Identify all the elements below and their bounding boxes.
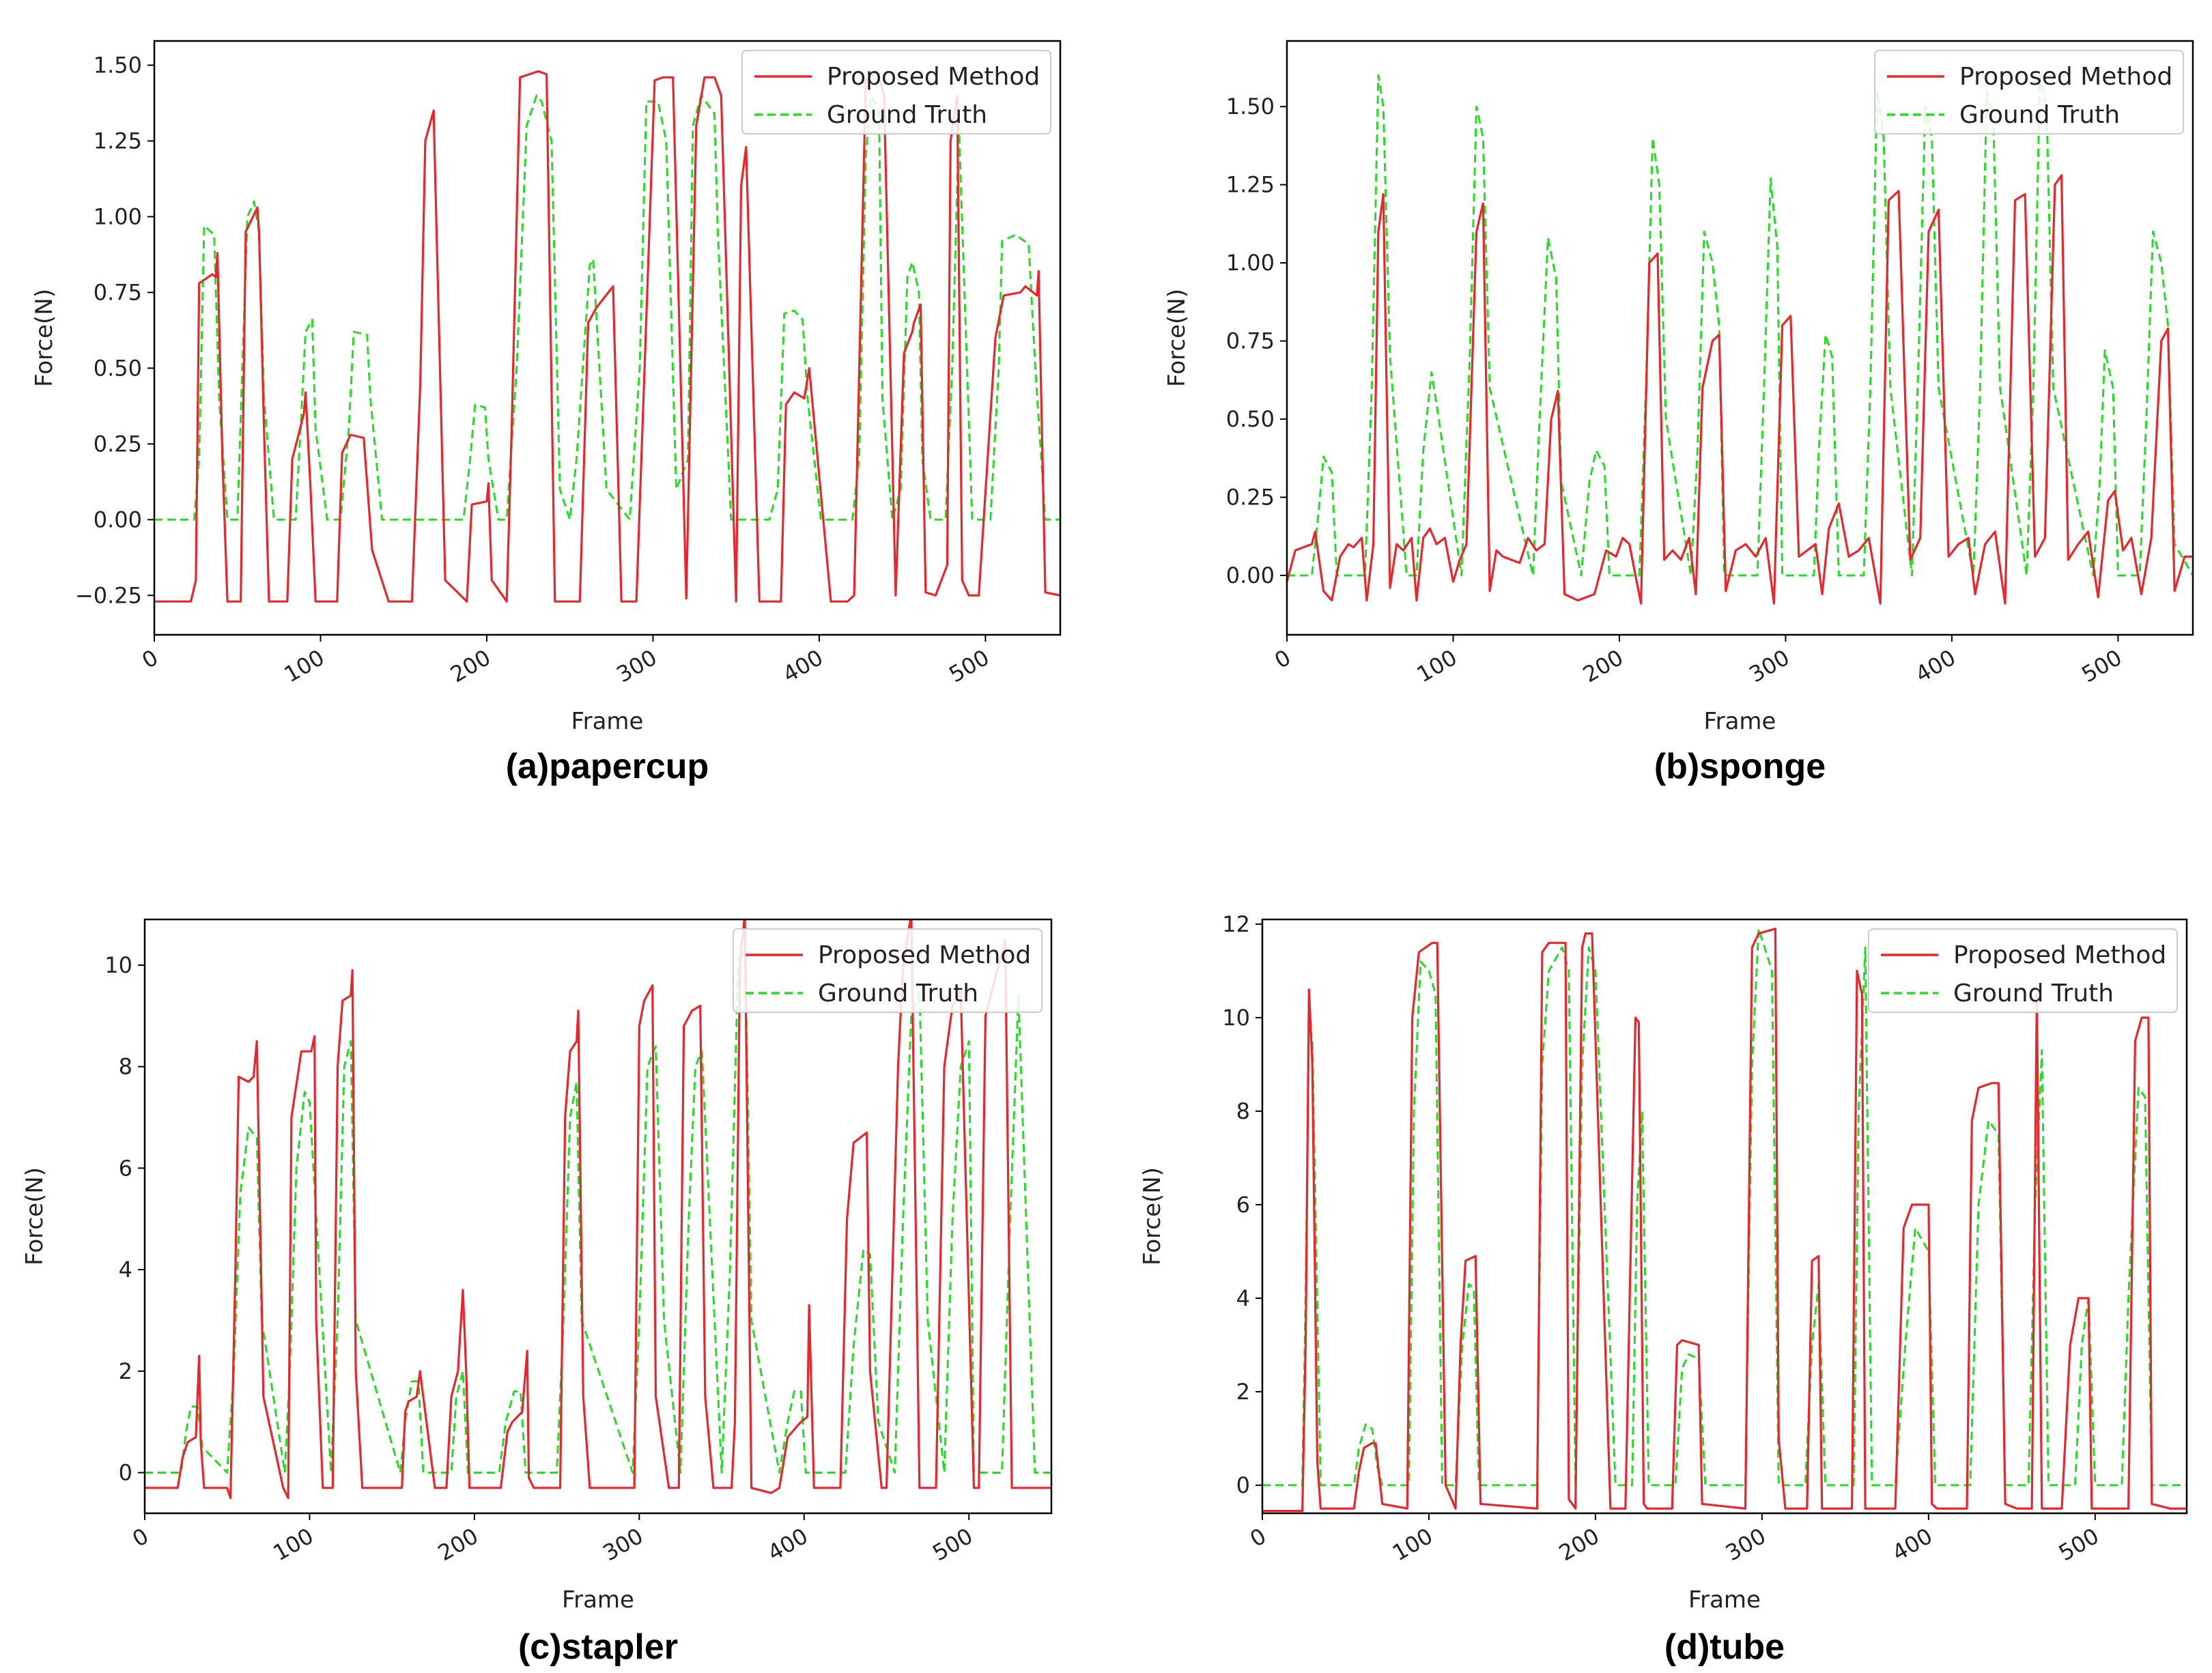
y-tick-label: 12 <box>1222 911 1250 937</box>
y-tick-label: 4 <box>1236 1285 1250 1311</box>
legend-label-proposed-method: Proposed Method <box>1953 941 2166 969</box>
x-tick-label: 100 <box>1413 644 1462 687</box>
y-tick-label: 0.75 <box>94 279 142 305</box>
y-tick-label: 6 <box>1236 1192 1250 1218</box>
x-tick-label: 200 <box>1578 644 1628 687</box>
series-line-ground-truth <box>145 919 1051 1474</box>
x-tick-label: 400 <box>778 644 827 687</box>
y-tick-label: 0.00 <box>94 506 142 532</box>
legend-label-ground-truth: Ground Truth <box>818 980 978 1007</box>
x-axis-label: Frame <box>1704 708 1776 735</box>
y-tick-label: 10 <box>104 952 132 978</box>
y-axis-label: Force(N) <box>1163 289 1191 387</box>
x-tick-label: 100 <box>1388 1523 1437 1566</box>
x-tick-label: 400 <box>763 1523 812 1566</box>
y-tick-label: 0 <box>119 1460 132 1486</box>
panel-caption: (d)tube <box>1664 1627 1785 1667</box>
y-axis-label: Force(N) <box>31 289 58 387</box>
x-tick-label: 500 <box>2054 1523 2103 1566</box>
x-tick-label: 500 <box>2078 644 2127 687</box>
x-tick-label: 0 <box>137 644 162 674</box>
y-tick-label: 1.50 <box>1226 94 1275 119</box>
panel-caption: (b)sponge <box>1654 747 1826 786</box>
plot-frame <box>1286 40 2194 636</box>
y-axis-label: Force(N) <box>21 1167 48 1266</box>
legend-label-proposed-method: Proposed Method <box>827 63 1040 91</box>
y-tick-label: 0.25 <box>1226 485 1275 511</box>
x-tick-label: 400 <box>1888 1523 1937 1566</box>
x-tick-label: 300 <box>598 1523 647 1566</box>
x-axis-label: Frame <box>1688 1586 1761 1614</box>
legend-label-ground-truth: Ground Truth <box>1953 980 2114 1007</box>
x-tick-label: 100 <box>269 1523 318 1566</box>
x-tick-label: 100 <box>280 644 329 687</box>
x-tick-label: 500 <box>928 1523 977 1566</box>
x-tick-label: 300 <box>1721 1523 1770 1566</box>
x-axis-label: Frame <box>562 1586 634 1614</box>
x-tick-label: 200 <box>434 1523 483 1566</box>
y-tick-label: 0.50 <box>94 355 142 381</box>
y-tick-label: 1.25 <box>1226 172 1275 198</box>
panel-caption: (c)stapler <box>518 1627 678 1667</box>
x-tick-label: 500 <box>945 644 994 687</box>
series-line-ground-truth <box>1262 928 2187 1487</box>
chart-panel-1: −0.25 0.00 0.25 0.50 0.75 1.00 1.25 1.50 0 100 200… <box>31 40 1062 786</box>
y-tick-label: 1.50 <box>94 53 142 78</box>
y-tick-label: 8 <box>119 1054 132 1080</box>
x-tick-label: 0 <box>128 1523 153 1552</box>
y-tick-label: 2 <box>119 1358 132 1384</box>
y-tick-label: 0 <box>1236 1472 1250 1498</box>
chart-panel-2: 0.00 0.25 0.50 0.75 1.00 1.25 1.50 0 100 200 300 40… <box>1163 40 2194 786</box>
legend-box <box>733 928 1043 1013</box>
y-tick-label: 6 <box>119 1155 132 1181</box>
x-tick-label: 0 <box>1270 644 1295 674</box>
legend-label-ground-truth: Ground Truth <box>1959 101 2120 129</box>
y-tick-label: 4 <box>119 1257 132 1283</box>
plot-frame <box>1261 918 2188 1515</box>
y-tick-label: 1.00 <box>1226 250 1275 276</box>
y-tick-label: 1.00 <box>94 203 142 229</box>
legend-label-ground-truth: Ground Truth <box>827 101 987 129</box>
panel-caption: (a)papercup <box>506 747 709 786</box>
y-tick-label: 0.00 <box>1226 562 1275 588</box>
x-tick-label: 200 <box>446 644 495 687</box>
legend-label-proposed-method: Proposed Method <box>818 941 1031 969</box>
plot-frame <box>143 918 1053 1515</box>
y-tick-label: 0.25 <box>94 431 142 457</box>
series-line-ground-truth <box>1287 74 2193 577</box>
plot-frame <box>153 40 1062 636</box>
y-tick-label: 0.75 <box>1226 328 1275 354</box>
y-tick-label: 0.50 <box>1226 406 1275 432</box>
series-line-proposed-method <box>1287 174 2193 605</box>
legend-box <box>741 50 1051 134</box>
legend-label-proposed-method: Proposed Method <box>1959 63 2172 91</box>
x-tick-label: 0 <box>1245 1523 1271 1552</box>
x-axis-label: Frame <box>571 708 644 735</box>
legend-box <box>1874 50 2184 134</box>
y-tick-label: 2 <box>1236 1379 1250 1405</box>
legend-box <box>1868 928 2178 1013</box>
x-tick-label: 200 <box>1555 1523 1604 1566</box>
series-line-proposed-method <box>154 70 1060 603</box>
y-tick-label: 1.25 <box>94 128 142 154</box>
x-tick-label: 300 <box>612 644 662 687</box>
y-tick-label: 8 <box>1236 1098 1250 1124</box>
y-tick-label: 10 <box>1222 1005 1250 1031</box>
y-axis-label: Force(N) <box>1139 1167 1166 1266</box>
chart-panel-4: 0 2 4 6 8 10 12 0 100 200 300 400 500 Frame Force(N) Pr… <box>1139 911 2188 1667</box>
series-line-proposed-method <box>1262 928 2187 1513</box>
x-tick-label: 300 <box>1745 644 1794 687</box>
y-tick-label: −0.25 <box>75 582 142 608</box>
series-line-proposed-method <box>145 919 1051 1500</box>
series-line-ground-truth <box>154 94 1060 521</box>
x-tick-label: 400 <box>1911 644 1960 687</box>
